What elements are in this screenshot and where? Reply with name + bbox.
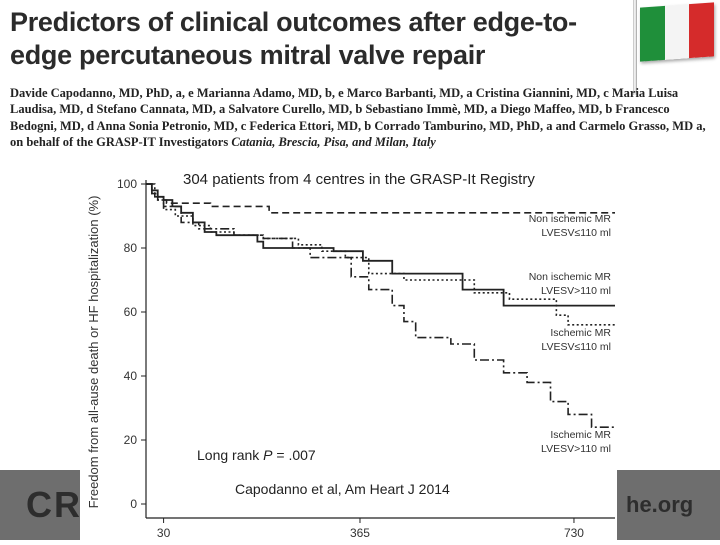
axes: 0 20 40 60 80 100 30 365 730 [117, 177, 615, 540]
series-label-line: LVESV>110 ml [541, 285, 611, 297]
flag-pole [633, 0, 637, 95]
series-label-line: LVESV≤110 ml [541, 227, 611, 239]
x-tick-label: 30 [157, 526, 171, 540]
banner-logo: CR [26, 484, 82, 525]
flag-stripe-green [640, 5, 665, 62]
series-label-line: Ischemic MR [550, 327, 611, 339]
y-tick-label: 0 [130, 497, 137, 511]
km-curve-1 [146, 183, 615, 214]
km-curve-4 [146, 183, 615, 428]
y-tick-label: 60 [124, 305, 138, 319]
y-axis-label: Freedom from all-ause death or HF hospit… [86, 196, 101, 509]
km-curve-3 [146, 183, 615, 326]
series-label-line: Non ischemic MR [529, 213, 612, 225]
series-label-line: Ischemic MR [550, 429, 611, 441]
series-layer [146, 183, 615, 428]
flag-stripe-red [689, 2, 715, 59]
flag-stripe-white [664, 4, 690, 60]
km-chart: Freedom from all-ause death or HF hospit… [86, 171, 615, 540]
y-tick-label: 80 [124, 241, 138, 255]
x-tick-label: 365 [350, 526, 370, 540]
y-tick-label: 100 [117, 177, 137, 191]
author-locations: Catania, Brescia, Pisa, and Milan, Italy [231, 134, 436, 149]
y-tick-label: 40 [124, 369, 138, 383]
banner-url: he.org [626, 492, 694, 517]
chart-panel: Freedom from all-ause death or HF hospit… [80, 164, 617, 540]
log-rank-annotation: Long rank P = .007 [197, 447, 316, 463]
series-label-line: LVESV>110 ml [541, 443, 611, 455]
citation: Capodanno et al, Am Heart J 2014 [235, 481, 450, 497]
series-labels: Non ischemic MR LVESV≤110 ml Non ischemic … [529, 213, 612, 455]
series-label-line: LVESV≤110 ml [541, 341, 611, 353]
slide-title: Predictors of clinical outcomes after ed… [10, 7, 577, 70]
author-list: Davide Capodanno, MD, PhD, a, e Marianna… [10, 85, 710, 150]
author-names: Davide Capodanno, MD, PhD, a, e Marianna… [10, 86, 706, 149]
x-tick-label: 730 [564, 526, 584, 540]
y-tick-label: 20 [124, 433, 138, 447]
italy-flag-icon [640, 2, 715, 62]
chart-subtitle: 304 patients from 4 centres in the GRASP… [183, 171, 535, 188]
series-label-line: Non ischemic MR [529, 271, 612, 283]
